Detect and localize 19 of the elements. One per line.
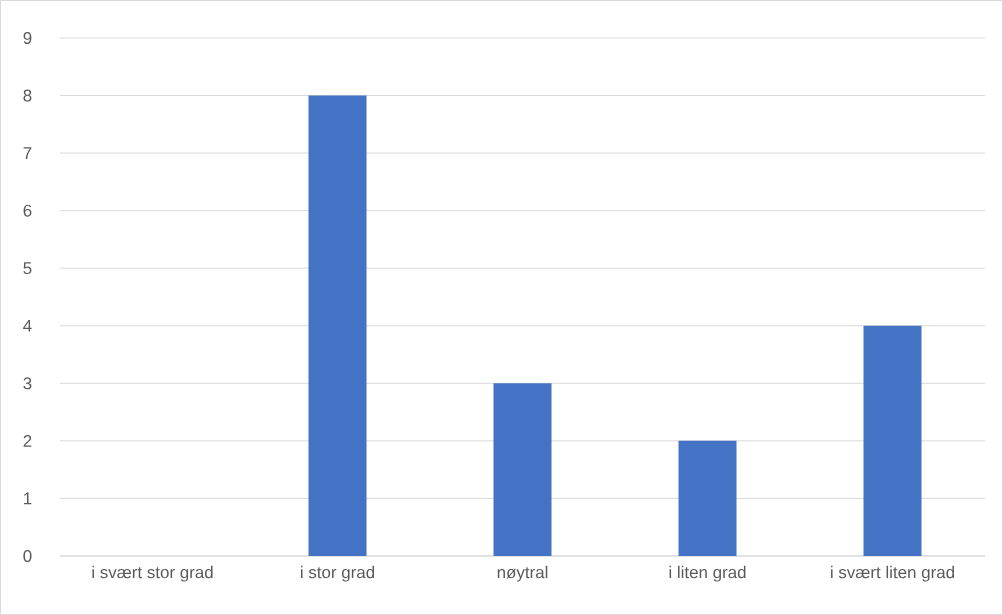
x-tick-label: i svært liten grad <box>831 565 954 582</box>
bar <box>493 383 552 556</box>
y-tick-label: 1 <box>24 492 32 505</box>
y-tick-label: 0 <box>23 549 32 562</box>
y-tick-label: 6 <box>23 204 32 217</box>
bar <box>863 325 922 556</box>
y-tick-label: 9 <box>23 31 32 44</box>
x-tick-label: nøytral <box>497 565 548 582</box>
y-tick-label: 2 <box>23 434 32 447</box>
y-tick-label: 8 <box>23 89 32 102</box>
x-tick-label: i stor grad <box>301 565 375 582</box>
x-tick-label: i liten grad <box>669 565 746 582</box>
x-tick-label: i svært stor grad <box>92 565 213 582</box>
y-tick-label: 5 <box>23 262 32 275</box>
y-tick-label: 4 <box>23 319 32 332</box>
y-tick-label: 7 <box>23 147 32 159</box>
y-tick-label: 3 <box>23 377 32 390</box>
bar <box>678 440 737 556</box>
bar <box>308 95 367 556</box>
